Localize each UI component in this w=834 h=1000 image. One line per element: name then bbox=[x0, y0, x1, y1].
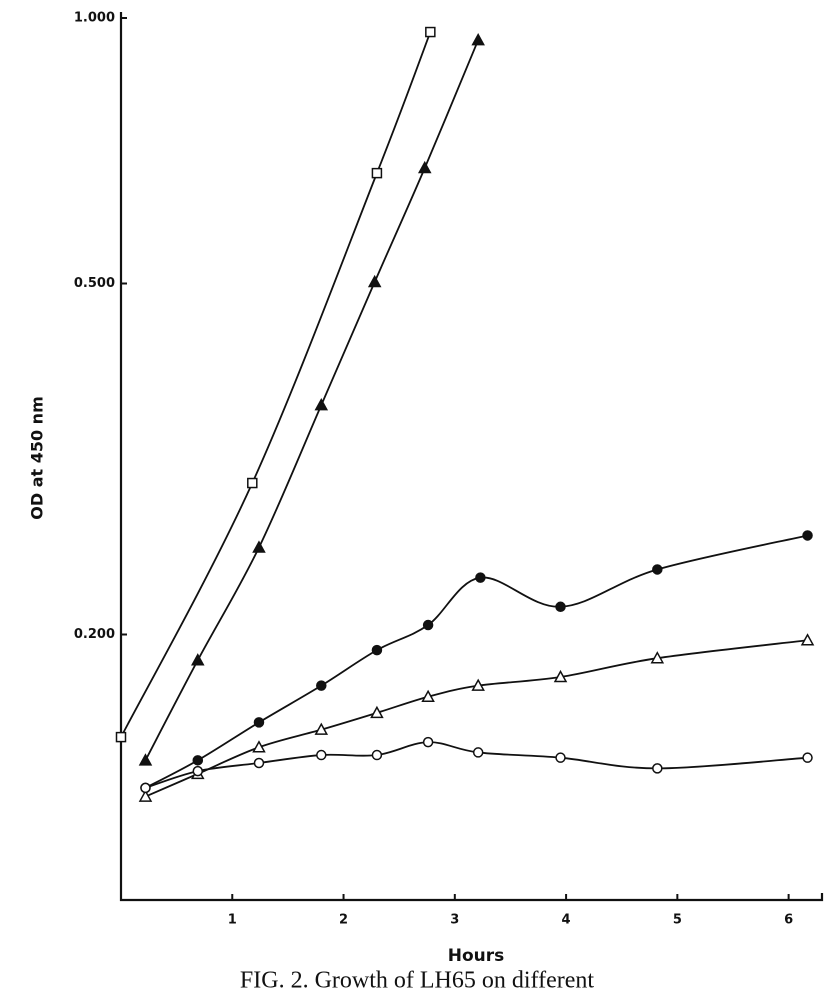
point bbox=[652, 564, 663, 575]
x-tick-label: 3 bbox=[450, 913, 459, 928]
x-tick-label: 1 bbox=[228, 913, 237, 928]
y-tick-label: 0.200 bbox=[74, 627, 115, 642]
curve bbox=[145, 639, 808, 798]
y-tick-label: 0.500 bbox=[74, 276, 115, 291]
point bbox=[367, 274, 382, 288]
point bbox=[314, 722, 329, 735]
point bbox=[138, 753, 153, 766]
point bbox=[421, 689, 435, 702]
point bbox=[650, 651, 665, 664]
point bbox=[115, 731, 127, 743]
axes bbox=[119, 12, 824, 902]
point bbox=[422, 736, 434, 748]
point bbox=[371, 749, 383, 761]
curve bbox=[144, 39, 480, 761]
point bbox=[140, 782, 151, 794]
point bbox=[316, 749, 327, 761]
caption: FIG. 2. Growth of LH65 on different bbox=[240, 968, 594, 994]
point bbox=[370, 705, 384, 719]
point bbox=[253, 717, 265, 728]
point bbox=[316, 680, 327, 691]
point bbox=[192, 765, 204, 777]
point bbox=[475, 572, 486, 583]
y-tick-label: 1.000 bbox=[74, 11, 115, 26]
point bbox=[471, 33, 485, 46]
point bbox=[371, 167, 383, 179]
point bbox=[652, 763, 663, 774]
point bbox=[253, 757, 265, 769]
x-tick-label: 6 bbox=[784, 913, 793, 928]
point bbox=[472, 747, 484, 758]
point bbox=[553, 669, 568, 683]
point bbox=[800, 633, 815, 646]
y-axis-label: OD at 450 nm bbox=[28, 396, 47, 520]
point bbox=[192, 755, 204, 766]
point bbox=[422, 619, 434, 631]
point bbox=[555, 752, 566, 763]
point bbox=[471, 678, 485, 691]
point bbox=[138, 789, 153, 802]
point bbox=[802, 752, 813, 763]
point bbox=[425, 26, 436, 38]
point bbox=[371, 644, 383, 656]
x-tick-label: 2 bbox=[339, 913, 348, 928]
x-tick-label: 4 bbox=[562, 913, 571, 928]
point bbox=[252, 540, 266, 553]
point bbox=[314, 398, 329, 411]
point bbox=[252, 740, 266, 753]
point bbox=[555, 601, 566, 613]
point bbox=[247, 477, 258, 489]
x-axis-label: Hours bbox=[448, 946, 505, 966]
point bbox=[802, 530, 813, 541]
x-tick-label: 5 bbox=[673, 913, 682, 928]
point bbox=[191, 653, 205, 666]
curve bbox=[120, 31, 432, 738]
point bbox=[417, 160, 432, 174]
